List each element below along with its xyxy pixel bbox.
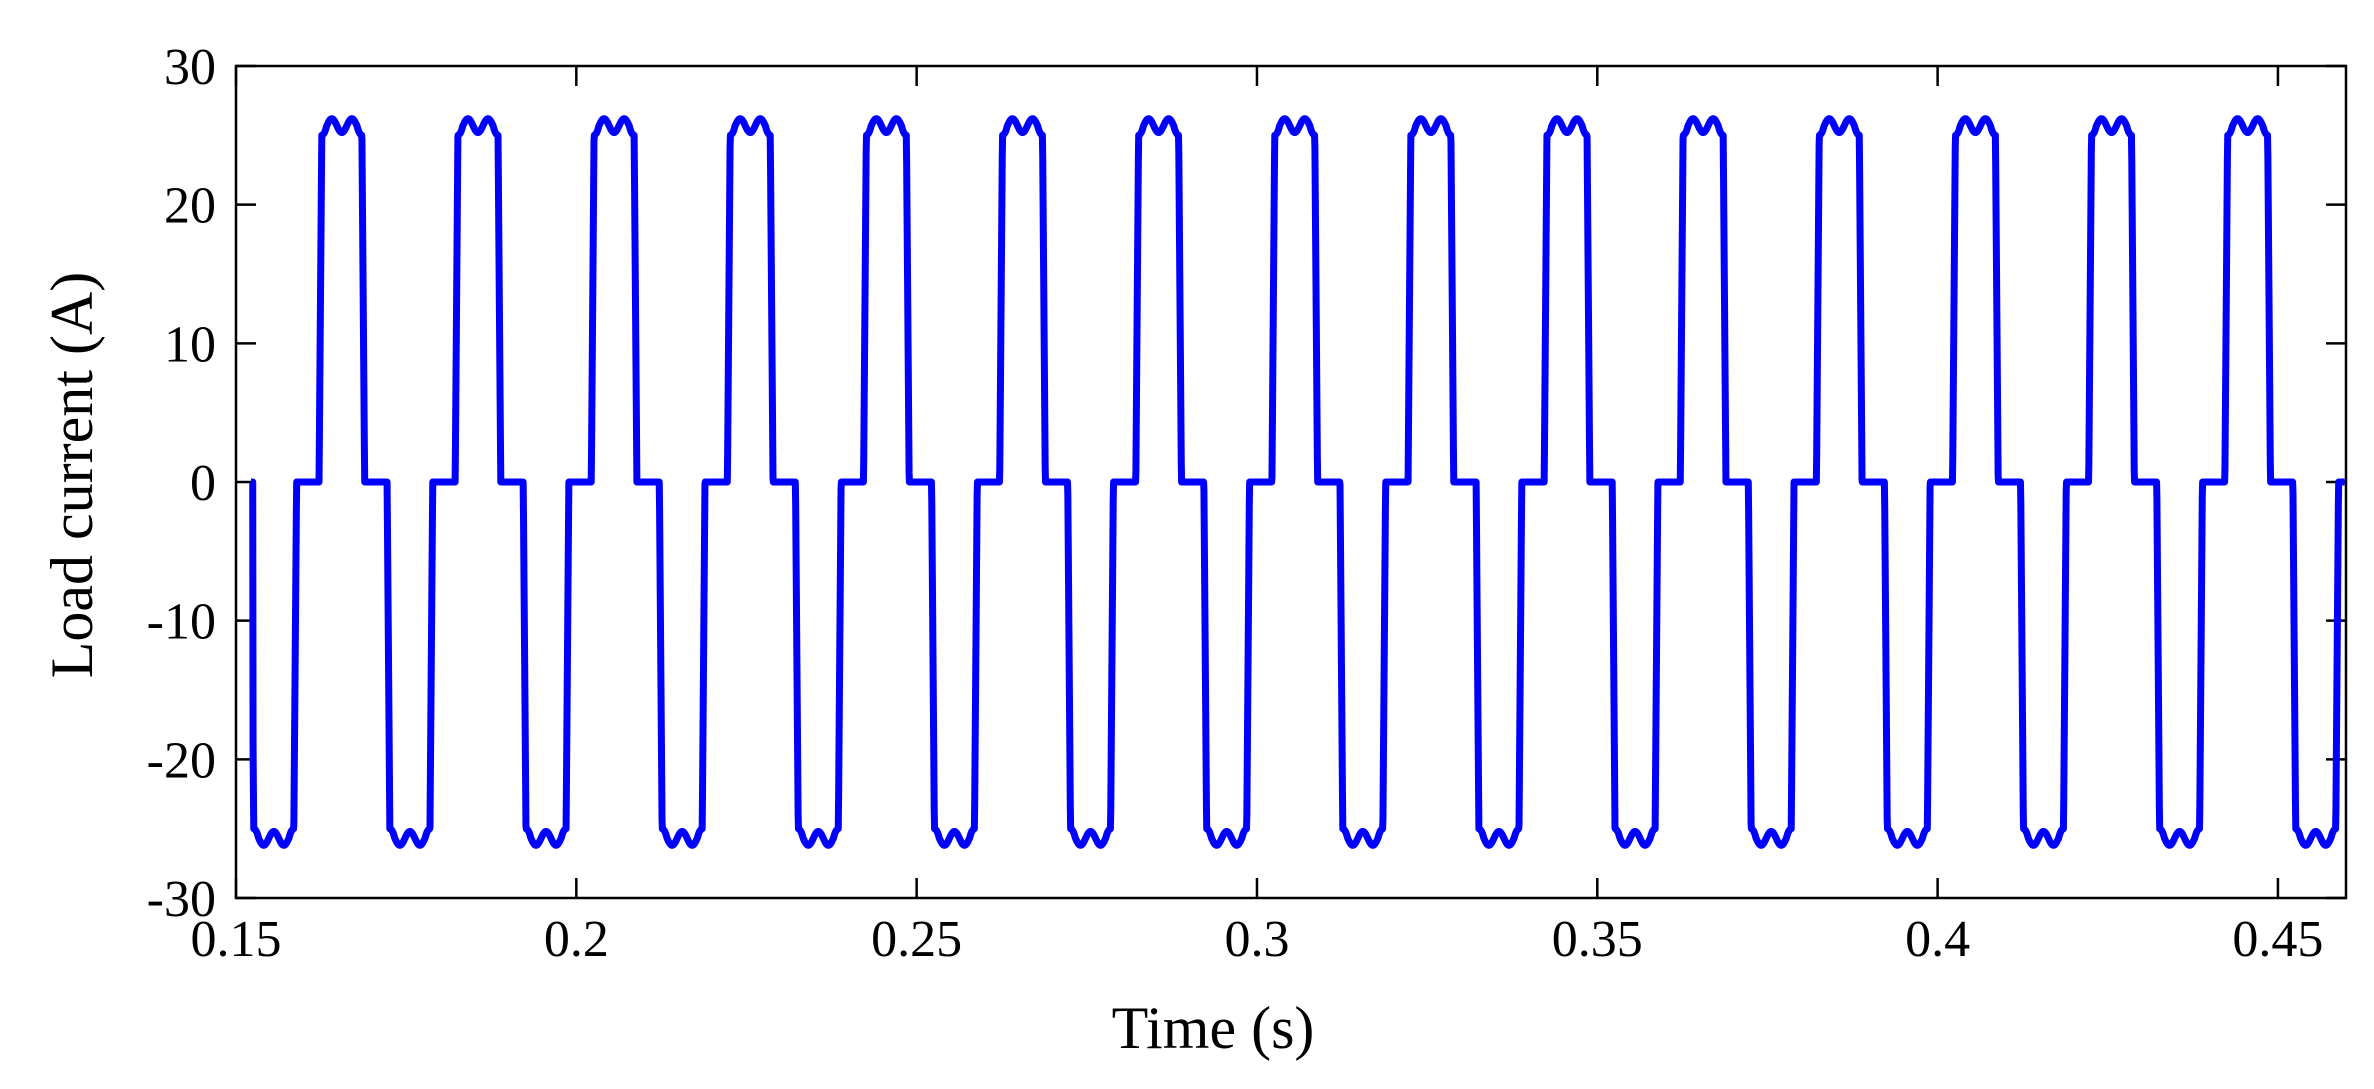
x-tick-label: 0.45 xyxy=(2232,911,2323,968)
y-tick-label: 30 xyxy=(164,39,216,96)
x-tick-label: 0.25 xyxy=(871,911,962,968)
series-layer xyxy=(247,115,2348,849)
y-tick-label: -10 xyxy=(147,594,216,651)
y-tick-label: 0 xyxy=(190,455,216,512)
x-axis-label: Time (s) xyxy=(1112,995,1315,1061)
plot-frame xyxy=(234,64,2348,900)
labels-layer: 0.15 0.2 0.25 0.3 0.35 0.4 0.45 30 20 10 0 -10 -20 -3… xyxy=(147,39,2324,968)
x-tick-label: 0.3 xyxy=(1224,911,1289,968)
y-tick-label: -30 xyxy=(147,871,216,928)
y-axis-label: Load current (A) xyxy=(39,272,105,678)
series-line-load-current xyxy=(247,115,2348,849)
x-tick-label: 0.4 xyxy=(1905,911,1970,968)
y-tick-label: 20 xyxy=(164,178,216,235)
ticks-layer xyxy=(234,64,2346,900)
y-tick-label: 10 xyxy=(164,316,216,373)
y-tick-label: -20 xyxy=(147,732,216,789)
x-tick-label: 0.15 xyxy=(191,911,282,968)
x-tick-label: 0.35 xyxy=(1552,911,1643,968)
x-tick-label: 0.2 xyxy=(544,911,609,968)
